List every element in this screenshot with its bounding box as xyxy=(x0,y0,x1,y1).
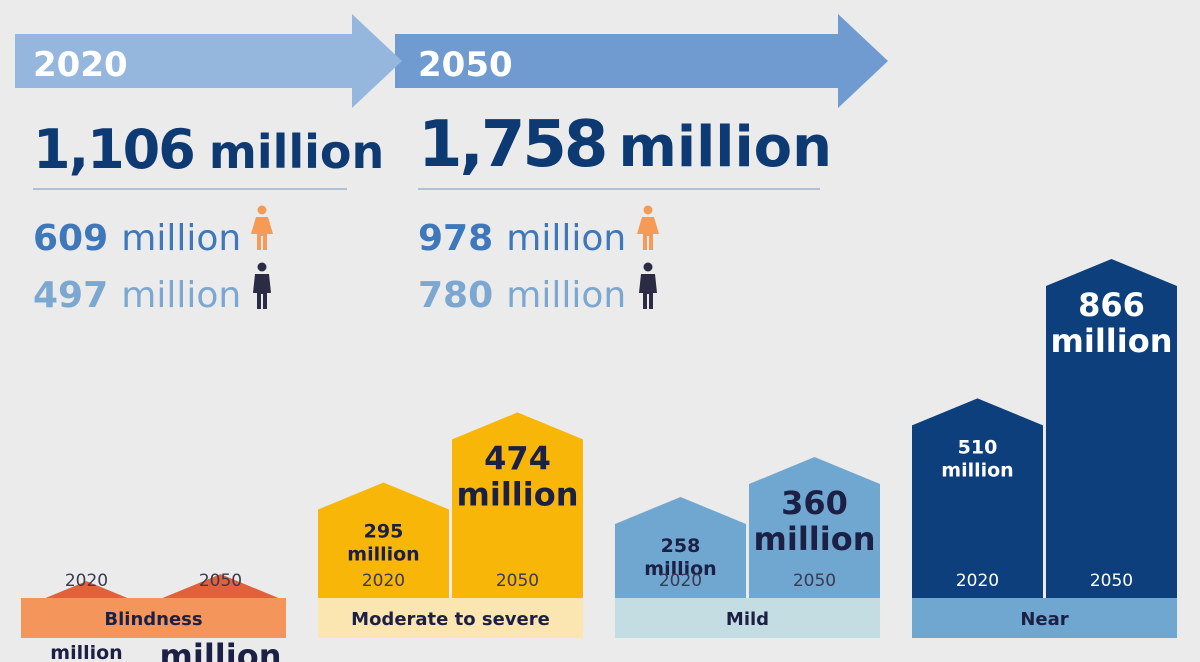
bar-moderate-to-severe-2050 xyxy=(452,412,583,598)
value-label-moderate-to-severe-2050-line2: million xyxy=(457,475,579,513)
x-tick-label-mild-2050: 2050 xyxy=(793,571,836,591)
bar-moderate-to-severe-2020 xyxy=(318,482,449,598)
total-2020-unit: million xyxy=(209,125,384,179)
x-tick-label-mild-2020: 2020 xyxy=(659,571,702,591)
value-label-moderate-to-severe-2020-line2: million xyxy=(347,544,419,566)
female-2050-value: 978 xyxy=(418,218,493,259)
female-2020-value: 609 xyxy=(33,218,108,259)
category-label-blindness: Blindness xyxy=(104,609,202,630)
female-2020-unit: million xyxy=(121,218,241,259)
bar-blindness-2020 xyxy=(21,581,152,609)
bar-mild-2020 xyxy=(615,496,746,598)
x-tick-label-blindness-2020: 2020 xyxy=(65,571,108,591)
female-2020: 609 million xyxy=(33,218,241,259)
male-person-icon xyxy=(253,262,271,309)
value-label-moderate-to-severe-2020-line1: 295 xyxy=(364,521,404,543)
female-person-icon xyxy=(251,205,273,250)
value-label-moderate-to-severe-2050-line1: 474 xyxy=(484,439,551,477)
male-2050-value: 780 xyxy=(418,275,493,316)
x-tick-label-blindness-2050: 2050 xyxy=(199,571,242,591)
male-2050: 780 million xyxy=(418,275,626,316)
value-label-blindness-2050-line2: million xyxy=(160,637,282,662)
arrow-2050 xyxy=(395,14,888,108)
male-2020-value: 497 xyxy=(33,275,108,316)
value-label-mild-2050-line2: million xyxy=(754,520,876,558)
category-label-mild: Mild xyxy=(726,609,769,630)
total-2050-value: 1,758 xyxy=(418,108,605,182)
value-label-mild-2020-line1: 258 xyxy=(661,535,701,557)
x-tick-label-near-2050: 2050 xyxy=(1090,571,1133,591)
male-2050-unit: million xyxy=(506,275,626,316)
value-label-blindness-2020-line2: million xyxy=(50,642,122,662)
year-2050-label: 2050 xyxy=(418,45,513,85)
category-strip-near xyxy=(912,598,1177,638)
x-tick-label-moderate-to-severe-2020: 2020 xyxy=(362,571,405,591)
female-person-icon xyxy=(637,205,659,250)
value-label-near-2020-line2: million xyxy=(941,459,1013,481)
total-2050-unit: million xyxy=(619,115,832,180)
category-label-near: Near xyxy=(1020,609,1068,630)
value-label-near-2050-line2: million xyxy=(1051,322,1173,360)
value-label-near-2020-line1: 510 xyxy=(958,436,998,458)
category-label-moderate-to-severe: Moderate to severe xyxy=(351,609,550,630)
female-2050: 978 million xyxy=(418,218,626,259)
category-strip-mild xyxy=(615,598,880,638)
x-tick-label-moderate-to-severe-2050: 2050 xyxy=(496,571,539,591)
arrow-2020 xyxy=(15,14,402,108)
category-strip-moderate-to-severe xyxy=(318,598,583,638)
female-2050-unit: million xyxy=(506,218,626,259)
male-person-icon xyxy=(639,262,657,309)
bar-near-2050 xyxy=(1046,258,1177,598)
total-2050: 1,758 million xyxy=(418,108,832,182)
male-2020: 497 million xyxy=(33,275,241,316)
category-strip-blindness xyxy=(21,598,286,638)
vision-impairment-bar-chart: 43million202061million2050Blindness295mi… xyxy=(21,258,1177,662)
total-2020: 1,106 million xyxy=(33,118,384,181)
bar-blindness-2050 xyxy=(155,574,286,602)
x-tick-label-near-2020: 2020 xyxy=(956,571,999,591)
male-2020-unit: million xyxy=(121,275,241,316)
value-label-mild-2050-line1: 360 xyxy=(781,484,848,522)
bar-mild-2050 xyxy=(749,457,880,598)
bar-near-2020 xyxy=(912,398,1043,598)
value-label-mild-2020-line2: million xyxy=(644,558,716,580)
year-2020-label: 2020 xyxy=(33,45,128,85)
total-2020-value: 1,106 xyxy=(33,118,194,181)
value-label-near-2050-line1: 866 xyxy=(1078,286,1145,324)
